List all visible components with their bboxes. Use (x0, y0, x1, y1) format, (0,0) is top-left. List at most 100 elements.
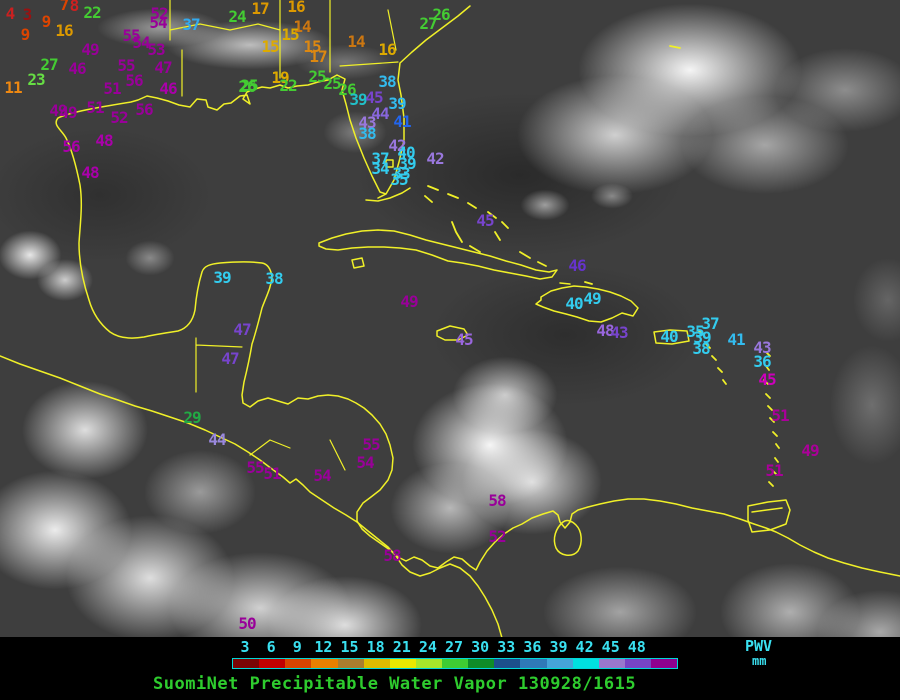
station-value: 24 (228, 7, 246, 26)
station-value: 54 (356, 453, 374, 472)
station-value: 9 (41, 12, 52, 31)
coastline-pacific (0, 355, 503, 638)
station-value: 46 (68, 59, 86, 78)
colorbar-segment (285, 659, 312, 668)
station-value: 3 (22, 5, 33, 24)
colorbar-unit-label: PWV (745, 637, 773, 655)
florida-details (365, 159, 411, 202)
station-value: 50 (238, 614, 256, 633)
station-value: 26 (432, 5, 450, 24)
image-title: SuomiNet Precipitable Water Vapor 130928… (153, 674, 637, 694)
station-value: 46 (159, 79, 177, 98)
colorbar-segment (389, 659, 416, 668)
colorbar-tick: 39 (549, 638, 568, 656)
station-value: 49 (59, 103, 77, 122)
station-value: 39 (213, 268, 231, 287)
station-value: 46 (568, 256, 586, 275)
lake-maracaibo (553, 519, 582, 556)
station-value: 38 (358, 124, 376, 143)
coastline-trinidad (747, 499, 791, 533)
station-value: 45 (365, 88, 383, 107)
station-value: 54 (149, 13, 167, 32)
station-value: 49 (801, 441, 819, 460)
colorbar-tick: 30 (471, 638, 490, 656)
station-value: 40 (660, 327, 678, 346)
coastline-puerto-rico (653, 329, 690, 345)
station-value: 16 (55, 21, 73, 40)
station-value: 11 (4, 78, 22, 97)
station-value: 54 (313, 466, 331, 485)
station-value: 51 (771, 406, 789, 425)
station-value: 48 (81, 163, 99, 182)
station-value: 19 (271, 68, 289, 87)
colorbar-tick: 21 (392, 638, 411, 656)
colorbar-tick: 27 (444, 638, 464, 656)
station-value: 34 (371, 159, 389, 178)
station-value: 37 (701, 314, 719, 333)
coastline-lesser-antilles (669, 45, 780, 487)
station-value: 15 (261, 37, 279, 56)
station-value: 49 (81, 40, 99, 59)
station-value: 48 (596, 321, 614, 340)
colorbar-tick: 6 (266, 638, 276, 656)
colorbar-segment (442, 659, 469, 668)
station-value: 38 (378, 72, 396, 91)
station-value: 38 (692, 339, 710, 358)
station-value: 17 (309, 47, 327, 66)
colorbar-segment (546, 659, 573, 668)
station-value: 15 (303, 37, 321, 56)
colorbar-segment (520, 659, 547, 668)
station-value: 58 (488, 491, 506, 510)
stations-layer: 4 3 7 8 9 9 16 22 27 23 11 49 46 55 54 53 55 56 51 47 46 52 54… (4, 0, 819, 633)
station-value: 49 (583, 289, 601, 308)
station-value: 44 (208, 430, 226, 449)
station-value: 44 (371, 104, 389, 123)
station-value: 41 (393, 112, 411, 131)
station-value: 7 (59, 0, 70, 14)
station-value: 56 (62, 137, 80, 156)
station-value: 43 (610, 323, 628, 342)
coastline-bahamas (424, 185, 593, 285)
station-value: 48 (95, 131, 113, 150)
station-value: 51 (86, 98, 104, 117)
station-value: 38 (265, 269, 283, 288)
colorbar-segment (468, 659, 495, 668)
station-value: 39 (349, 90, 367, 109)
station-value: 25 (240, 76, 258, 95)
station-value: 55 (246, 458, 264, 477)
station-value: 45 (476, 211, 494, 230)
station-value: 58 (383, 546, 401, 565)
coastline-cuba (318, 229, 558, 280)
station-value: 14 (293, 17, 311, 36)
station-value: 35 (686, 322, 704, 341)
coastline-hispaniola (535, 282, 639, 323)
colorbar-segment (233, 659, 260, 668)
station-value: 49 (400, 292, 418, 311)
station-value: 52 (150, 4, 168, 23)
station-value: 9 (20, 25, 31, 44)
colorbar-tick: 45 (601, 638, 620, 656)
colorbar-tick: 9 (292, 638, 302, 656)
station-value: 51 (263, 464, 281, 483)
station-value: 43 (753, 338, 771, 357)
station-value: 4 (5, 4, 16, 23)
colorbar-ticks: 3 6 9 12 15 18 21 24 27 30 33 36 39 42 45 48 (232, 640, 676, 656)
colorbar-tick: 18 (366, 638, 385, 656)
station-value: 52 (488, 527, 506, 546)
station-value: 39 (398, 154, 416, 173)
station-value: 22 (83, 3, 101, 22)
colorbar-tick: 3 (240, 638, 250, 656)
colorbar-segment (259, 659, 286, 668)
colorbar-segment (572, 659, 599, 668)
station-value: 22 (279, 76, 297, 95)
station-value: 36 (753, 352, 771, 371)
state-borders (169, 0, 399, 471)
station-value: 25 (308, 67, 326, 86)
coastline-jamaica (436, 325, 469, 341)
colorbar-segment (598, 659, 625, 668)
station-value: 49 (49, 101, 67, 120)
station-value: 43 (358, 113, 376, 132)
station-value: 45 (758, 370, 776, 389)
station-value: 45 (455, 330, 473, 349)
